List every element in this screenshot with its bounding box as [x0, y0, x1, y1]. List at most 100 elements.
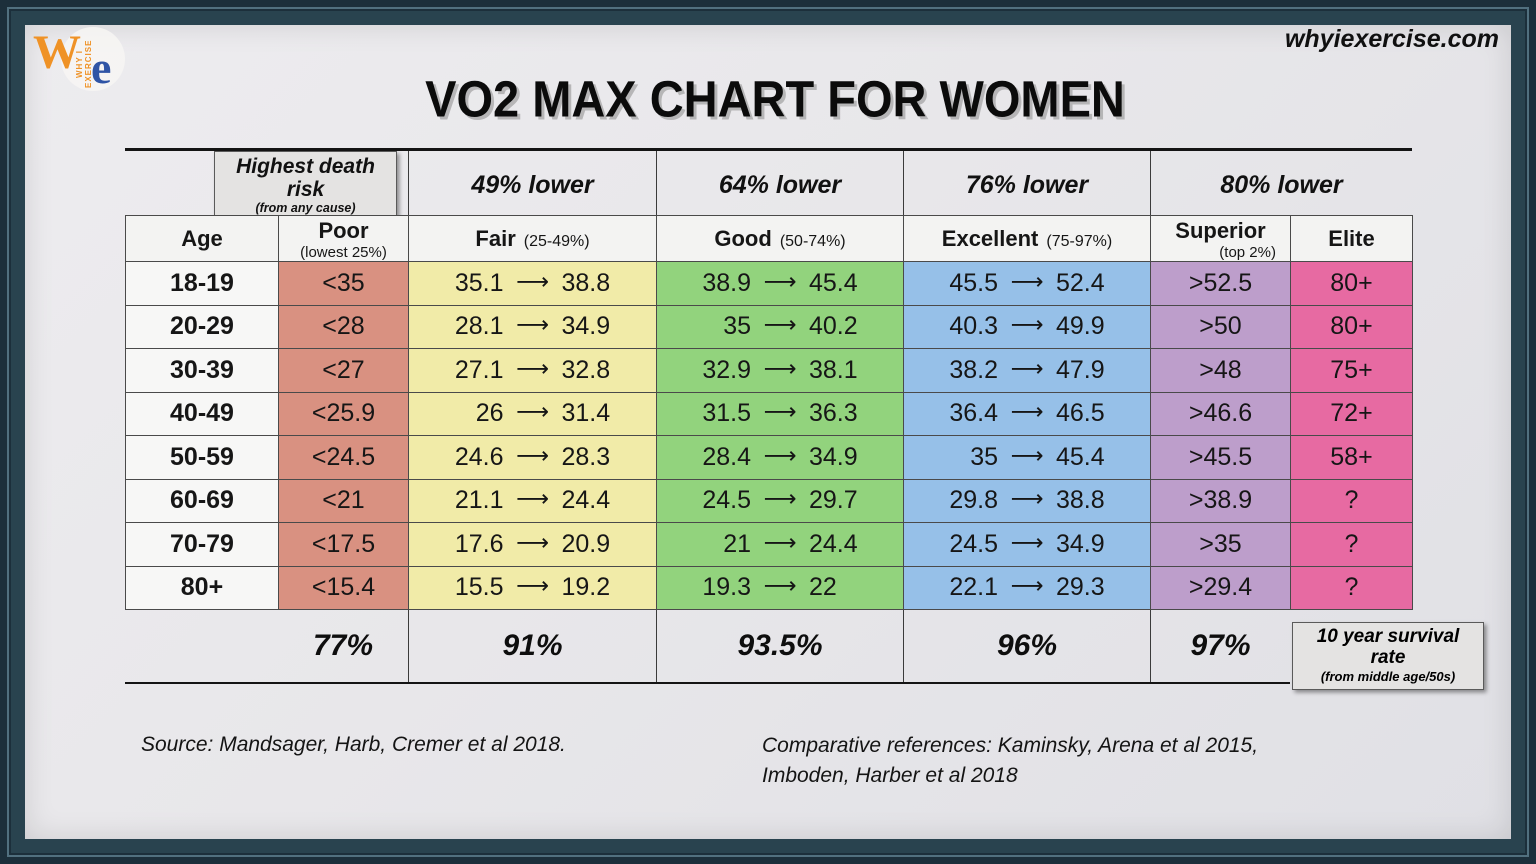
superior-value-cell: >45.5: [1150, 435, 1291, 480]
table-row: 60-69 <21 21.1 ⟶ 24.4 24.5 ⟶ 29.7 29.8 ⟶ 38.8 …: [125, 478, 1413, 523]
age-cell: 30-39: [125, 348, 279, 393]
age-cell: 60-69: [125, 478, 279, 523]
excellent-range-cell: 22.1 ⟶ 29.3: [903, 565, 1151, 610]
site-url-link[interactable]: whyiexercise.com: [1284, 25, 1499, 53]
fair-range-cell: 35.1 ⟶ 38.8: [408, 261, 657, 306]
right-arrow-icon: ⟶: [763, 355, 797, 382]
elite-value-cell: ?: [1290, 522, 1413, 567]
death-risk-cell-poor: Highest death risk (from any cause): [125, 151, 408, 221]
survival-rate-superior: 97%: [1150, 610, 1290, 682]
good-range-cell: 31.5 ⟶ 36.3: [656, 391, 904, 436]
col-header-elite: Elite: [1290, 215, 1413, 262]
fair-range-cell: 24.6 ⟶ 28.3: [408, 435, 657, 480]
right-arrow-icon: ⟶: [1010, 312, 1044, 339]
superior-value-cell: >48: [1150, 348, 1291, 393]
survival-rate-poor: 77%: [312, 629, 374, 662]
right-arrow-icon: ⟶: [516, 486, 549, 513]
col-header-poor: Poor (lowest 25%): [278, 215, 409, 262]
right-arrow-icon: ⟶: [516, 529, 549, 556]
good-range-cell: 38.9 ⟶ 45.4: [656, 261, 904, 306]
death-risk-label-excellent: 76% lower: [903, 151, 1150, 221]
ten-year-survival-label: 10 year survival rate (from middle age/5…: [1292, 622, 1484, 691]
site-logo: W WHY I EXERCISE e: [33, 27, 153, 117]
right-arrow-icon: ⟶: [763, 399, 797, 426]
fair-range-cell: 21.1 ⟶ 24.4: [408, 478, 657, 523]
right-arrow-icon: ⟶: [1010, 486, 1044, 513]
elite-value-cell: 72+: [1290, 391, 1413, 436]
table-row: 20-29 <28 28.1 ⟶ 34.9 35 ⟶ 40.2 40.3 ⟶ 49.9 >5…: [125, 304, 1413, 349]
superior-value-cell: >29.4: [1150, 565, 1291, 610]
col-header-excellent: Excellent (75-97%): [903, 215, 1151, 262]
right-arrow-icon: ⟶: [763, 268, 797, 295]
col-header-good: Good (50-74%): [656, 215, 904, 262]
age-cell: 20-29: [125, 304, 279, 349]
table-row: 40-49 <25.9 26 ⟶ 31.4 31.5 ⟶ 36.3 36.4 ⟶ 46.5 …: [125, 391, 1413, 436]
right-arrow-icon: ⟶: [516, 312, 549, 339]
age-cell: 18-19: [125, 261, 279, 306]
vo2-max-table: Age Poor (lowest 25%) Fair (25-49%) Good(…: [125, 215, 1413, 610]
death-risk-label-fair: 49% lower: [408, 151, 656, 221]
right-arrow-icon: ⟶: [516, 573, 549, 600]
right-arrow-icon: ⟶: [1010, 529, 1044, 556]
survival-empty-cell: [125, 610, 278, 682]
elite-value-cell: 75+: [1290, 348, 1413, 393]
logo-circle-background: [61, 27, 125, 91]
death-risk-label-good: 64% lower: [656, 151, 903, 221]
table-row: 18-19 <35 35.1 ⟶ 38.8 38.9 ⟶ 45.4 45.5 ⟶ 52.4 …: [125, 261, 1413, 306]
excellent-range-cell: 24.5 ⟶ 34.9: [903, 522, 1151, 567]
table-row: 50-59 <24.5 24.6 ⟶ 28.3 28.4 ⟶ 34.9 35 ⟶ 45.4 …: [125, 435, 1413, 480]
comparative-references: Comparative references: Kaminsky, Arena …: [762, 731, 1258, 791]
source-citation: Source: Mandsager, Harb, Cremer et al 20…: [141, 733, 566, 756]
highest-death-risk-subtitle: (from any cause): [255, 201, 356, 216]
age-cell: 40-49: [125, 391, 279, 436]
good-range-cell: 24.5 ⟶ 29.7: [656, 478, 904, 523]
right-arrow-icon: ⟶: [763, 486, 797, 513]
poor-value-cell: <24.5: [278, 435, 409, 480]
age-cell: 70-79: [125, 522, 279, 567]
elite-value-cell: ?: [1290, 565, 1413, 610]
superior-value-cell: >52.5: [1150, 261, 1291, 306]
death-risk-label-superior-elite: 80% lower: [1150, 151, 1412, 221]
poor-value-cell: <21: [278, 478, 409, 523]
table-body: 18-19 <35 35.1 ⟶ 38.8 38.9 ⟶ 45.4 45.5 ⟶ 52.4 …: [125, 261, 1413, 610]
fair-range-cell: 26 ⟶ 31.4: [408, 391, 657, 436]
survival-rate-band: 77% 91% 93.5% 96% 97%: [125, 610, 1290, 684]
col-header-superior: Superior (top 2%): [1150, 215, 1291, 262]
excellent-range-cell: 29.8 ⟶ 38.8: [903, 478, 1151, 523]
right-arrow-icon: ⟶: [1010, 355, 1044, 382]
fair-range-cell: 17.6 ⟶ 20.9: [408, 522, 657, 567]
page: W WHY I EXERCISE e whyiexercise.com VO2 …: [25, 25, 1511, 839]
good-range-cell: 28.4 ⟶ 34.9: [656, 435, 904, 480]
table-row: 80+ <15.4 15.5 ⟶ 19.2 19.3 ⟶ 22 22.1 ⟶ 29.3 >2…: [125, 565, 1413, 610]
right-arrow-icon: ⟶: [1010, 442, 1044, 469]
poor-value-cell: <25.9: [278, 391, 409, 436]
good-range-cell: 21 ⟶ 24.4: [656, 522, 904, 567]
table-row: 30-39 <27 27.1 ⟶ 32.8 32.9 ⟶ 38.1 38.2 ⟶ 47.9 …: [125, 348, 1413, 393]
excellent-range-cell: 45.5 ⟶ 52.4: [903, 261, 1151, 306]
fair-range-cell: 27.1 ⟶ 32.8: [408, 348, 657, 393]
survival-rate-excellent: 96%: [903, 610, 1150, 682]
poor-value-cell: <27: [278, 348, 409, 393]
good-range-cell: 19.3 ⟶ 22: [656, 565, 904, 610]
right-arrow-icon: ⟶: [763, 529, 797, 556]
survival-rate-good: 93.5%: [656, 610, 903, 682]
good-range-cell: 32.9 ⟶ 38.1: [656, 348, 904, 393]
right-arrow-icon: ⟶: [1010, 573, 1044, 600]
survival-rate-fair: 91%: [408, 610, 656, 682]
excellent-range-cell: 36.4 ⟶ 46.5: [903, 391, 1151, 436]
table-row: 70-79 <17.5 17.6 ⟶ 20.9 21 ⟶ 24.4 24.5 ⟶ 34.9 …: [125, 522, 1413, 567]
right-arrow-icon: ⟶: [516, 355, 549, 382]
col-header-fair: Fair (25-49%): [408, 215, 657, 262]
excellent-range-cell: 40.3 ⟶ 49.9: [903, 304, 1151, 349]
comparative-references-line1: Comparative references: Kaminsky, Arena …: [762, 734, 1259, 757]
age-cell: 80+: [125, 565, 279, 610]
poor-value-cell: <15.4: [278, 565, 409, 610]
fair-range-cell: 15.5 ⟶ 19.2: [408, 565, 657, 610]
logo-letter-e: e: [91, 42, 112, 93]
elite-value-cell: 80+: [1290, 304, 1413, 349]
good-range-cell: 35 ⟶ 40.2: [656, 304, 904, 349]
right-arrow-icon: ⟶: [1010, 399, 1044, 426]
ten-year-survival-title: 10 year survival rate: [1316, 626, 1460, 668]
highest-death-risk-title: Highest death risk: [236, 155, 375, 202]
death-risk-band: Highest death risk (from any cause) 49% …: [125, 148, 1412, 221]
